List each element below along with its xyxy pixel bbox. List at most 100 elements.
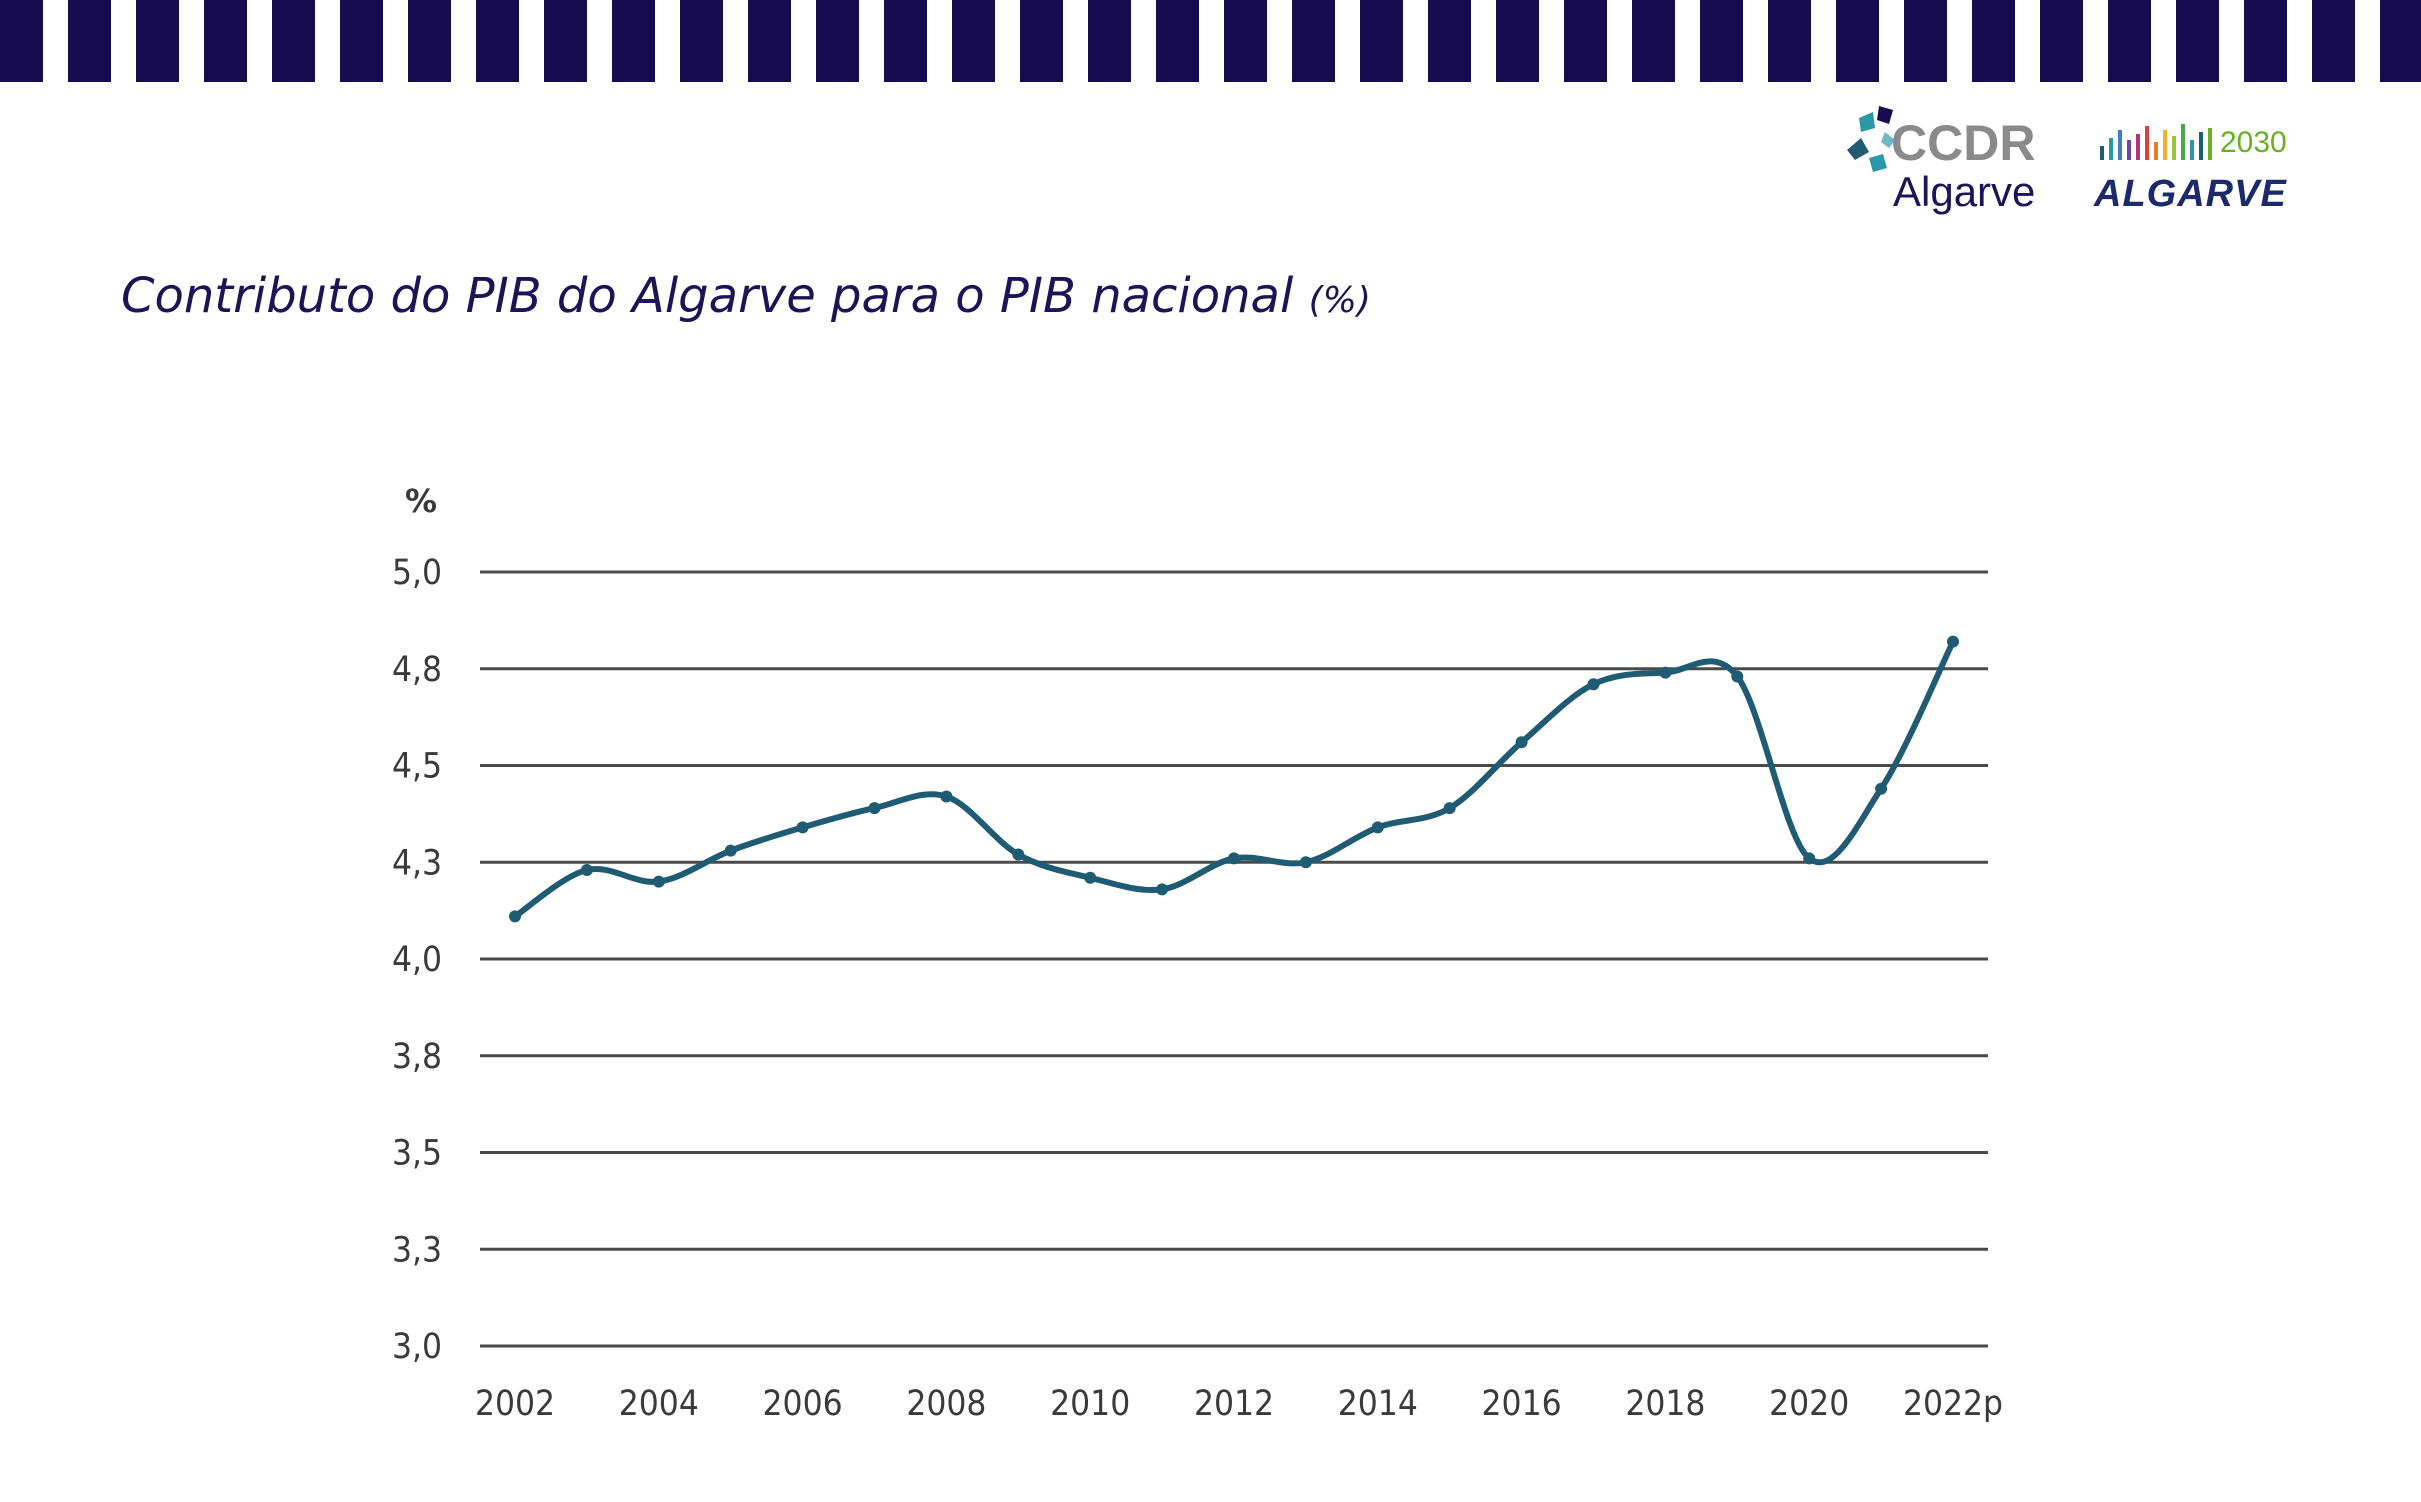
banner-block	[1088, 0, 1131, 82]
logo-bar	[2190, 140, 2194, 160]
data-point	[1803, 852, 1816, 865]
banner-block	[1496, 0, 1539, 82]
banner-block	[1768, 0, 1811, 82]
slide-title-unit: (%)	[1308, 280, 1371, 321]
logo-bar	[2118, 130, 2122, 160]
banner-block	[272, 0, 315, 82]
banner-block	[2108, 0, 2151, 82]
banner-block	[2380, 0, 2421, 82]
banner-block	[1972, 0, 2015, 82]
logo-bar	[2100, 146, 2104, 160]
y-tick-label: 3,8	[392, 1037, 442, 1077]
banner-block	[476, 0, 519, 82]
banner-block	[1700, 0, 1743, 82]
data-point	[1084, 871, 1097, 884]
data-point	[1731, 670, 1744, 683]
y-tick-label: 3,3	[392, 1230, 442, 1270]
data-point	[724, 844, 737, 857]
data-point	[580, 863, 593, 876]
x-tick-label: 2010	[1050, 1384, 1130, 1424]
banner-block	[2176, 0, 2219, 82]
banner-block	[1292, 0, 1335, 82]
ccdr-algarve-logo: CCDR Algarve	[1847, 106, 2035, 215]
banner-block	[2312, 0, 2355, 82]
y-tick-label: 3,0	[392, 1327, 442, 1367]
x-tick-label: 2004	[619, 1384, 699, 1424]
y-axis-ticks: 3,0 3,3 3,5 3,8 4,0 4,3 4,5 4,8 5,0	[392, 553, 442, 1367]
data-point	[1012, 848, 1025, 861]
x-tick-label: 2020	[1769, 1384, 1849, 1424]
data-point	[1443, 802, 1456, 815]
data-point	[1371, 821, 1384, 834]
banner-block	[2244, 0, 2287, 82]
logo-bar	[2145, 126, 2149, 160]
banner-block	[2040, 0, 2083, 82]
x-tick-label: 2002	[475, 1384, 555, 1424]
x-tick-label: 2018	[1625, 1384, 1705, 1424]
banner-block	[1904, 0, 1947, 82]
data-point	[509, 910, 521, 923]
banner-block	[1020, 0, 1063, 82]
banner-block	[340, 0, 383, 82]
data-point	[1299, 856, 1312, 869]
data-point	[796, 821, 809, 834]
x-tick-label: 2012	[1194, 1384, 1274, 1424]
banner-block	[136, 0, 179, 82]
banner-block	[952, 0, 995, 82]
banner-block	[816, 0, 859, 82]
banner-block	[544, 0, 587, 82]
slide-title: Contributo do PIB do Algarve para o PIB …	[121, 268, 1371, 324]
data-point	[1156, 883, 1169, 896]
logo-bar	[2208, 128, 2212, 160]
x-tick-label: 2022p	[1903, 1384, 2003, 1424]
banner-block	[612, 0, 655, 82]
banner-block	[204, 0, 247, 82]
y-tick-label: 4,8	[392, 650, 442, 690]
series-line	[512, 638, 1956, 920]
banner-block	[748, 0, 791, 82]
series-layer	[509, 635, 1959, 923]
logo-bar	[2154, 142, 2158, 160]
banner-block	[1836, 0, 1879, 82]
data-point	[1947, 635, 1959, 648]
svg-text:CCDR: CCDR	[1891, 115, 2035, 171]
banner-block	[680, 0, 723, 82]
banner-block	[1564, 0, 1607, 82]
banner-block	[1632, 0, 1675, 82]
data-point	[1659, 666, 1672, 679]
x-tick-label: 2008	[906, 1384, 986, 1424]
slide-title-text: Contributo do PIB do Algarve para o PIB …	[121, 268, 1294, 324]
y-tick-label: 3,5	[392, 1134, 442, 1174]
x-tick-label: 2016	[1482, 1384, 1562, 1424]
data-point	[940, 790, 953, 803]
y-tick-label: 4,5	[392, 747, 442, 787]
logo-bar	[2127, 140, 2131, 160]
logo-bar	[2136, 134, 2140, 160]
y-tick-label: 4,0	[392, 940, 442, 980]
x-axis-ticks: 2002 2004 2006 2008 2010 2012 2014 2016 2018 2020…	[475, 1384, 2003, 1424]
banner-block	[68, 0, 111, 82]
logo-bar	[2199, 132, 2203, 160]
data-point	[1875, 782, 1888, 795]
data-point	[652, 875, 665, 888]
y-axis-unit-label: %	[405, 482, 437, 520]
data-point	[1228, 852, 1240, 865]
banner-block	[1224, 0, 1267, 82]
banner-block	[0, 0, 43, 82]
x-tick-label: 2014	[1338, 1384, 1418, 1424]
logo-bar	[2163, 130, 2167, 160]
logo-bar	[2181, 124, 2185, 160]
data-point	[868, 802, 881, 815]
banner-block	[408, 0, 451, 82]
y-tick-label: 5,0	[392, 553, 442, 593]
gridlines	[480, 570, 1988, 1348]
top-banner	[0, 0, 2421, 82]
data-point	[1587, 678, 1600, 691]
svg-text:2030: 2030	[2220, 126, 2287, 159]
data-point	[1515, 736, 1528, 749]
x-tick-label: 2006	[763, 1384, 843, 1424]
banner-block	[1428, 0, 1471, 82]
logo-bar	[2109, 138, 2113, 160]
logo-bar	[2172, 136, 2176, 160]
